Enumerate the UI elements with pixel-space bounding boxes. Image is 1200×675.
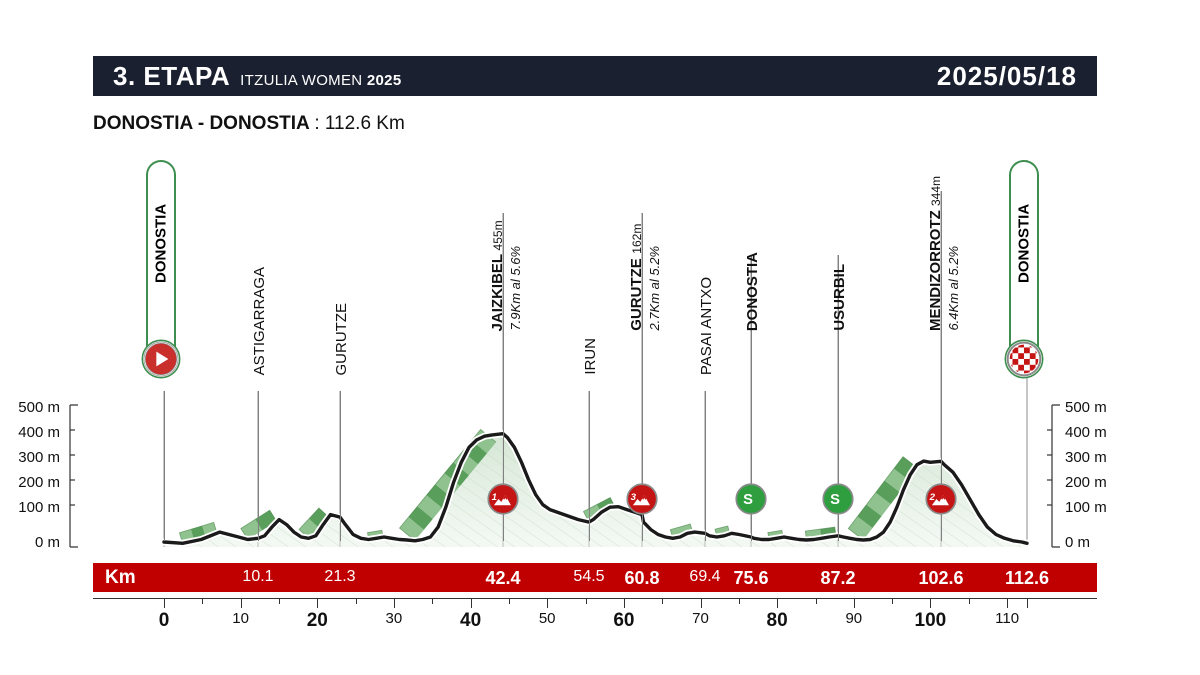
svg-text:3: 3 (631, 492, 637, 503)
svg-text:100 m: 100 m (1065, 499, 1107, 516)
svg-text:200 m: 200 m (1065, 474, 1107, 491)
svg-text:S: S (830, 492, 840, 508)
svg-text:300 m: 300 m (1065, 449, 1107, 466)
svg-text:300 m: 300 m (18, 449, 60, 466)
svg-text:400 m: 400 m (18, 424, 60, 441)
svg-text:2: 2 (929, 492, 936, 503)
svg-text:S: S (743, 492, 753, 508)
svg-text:500 m: 500 m (1065, 399, 1107, 416)
svg-text:500 m: 500 m (18, 399, 60, 416)
svg-text:100 m: 100 m (18, 499, 60, 516)
svg-text:0 m: 0 m (1065, 534, 1090, 551)
svg-text:400 m: 400 m (1065, 424, 1107, 441)
svg-text:200 m: 200 m (18, 474, 60, 491)
svg-text:0 m: 0 m (35, 534, 60, 551)
svg-text:1: 1 (492, 492, 497, 503)
